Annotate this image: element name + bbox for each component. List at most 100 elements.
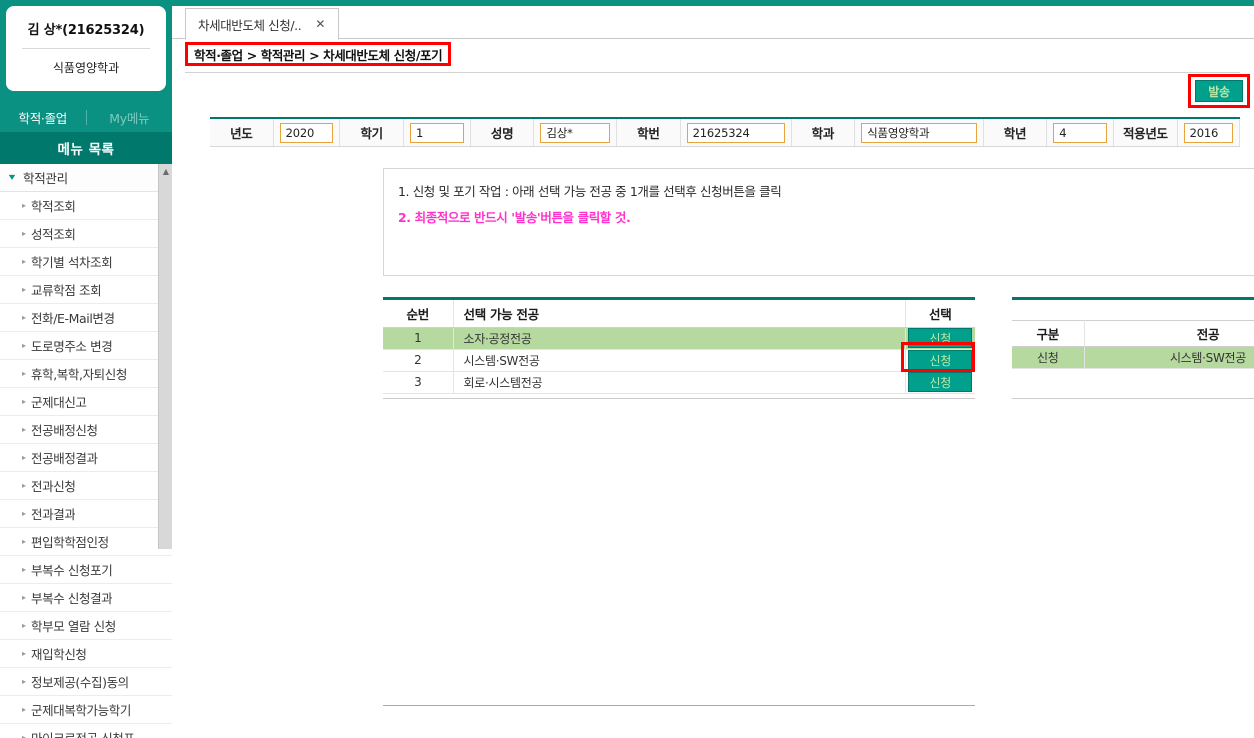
column-header-type: 구분 [1012,320,1085,347]
sidebar-item-11[interactable]: ▸ 전과결과 [0,500,172,528]
column-header-select: 선택 [905,300,975,328]
sidebar-group-label: 학적관리 [23,171,68,186]
sidebar-item-3[interactable]: ▸ 교류학점 조회 [0,276,172,304]
table-row[interactable]: 2 시스템·SW전공 신청 [383,349,975,372]
sidebar-item-label: 전공배정신청 [31,423,98,438]
apply-button-row-0[interactable]: 신청 [908,328,973,348]
sidebar-item-1[interactable]: ▸ 성적조회 [0,220,172,248]
triangle-right-icon: ▸ [22,424,27,434]
sidebar-item-4[interactable]: ▸ 전화/E-Mail변경 [0,304,172,332]
form-input-1[interactable]: 1 [410,122,464,143]
tab-semiconductor-application[interactable]: 차세대반도체 신청/.. ✕ [185,8,339,40]
student-info-form: 년도 2020 학기 1 성명 김상* 학번 21625324 학과 식품영양학과 학년 4 적용년도 2… [210,117,1241,147]
sidebar-item-label: 전공배정결과 [31,451,98,466]
sidebar-item-17[interactable]: ▸ 정보제공(수집)동의 [0,668,172,696]
close-icon[interactable]: ✕ [315,17,326,31]
user-name: 김 상*(21625324) [27,23,145,38]
column-header-no: 순번 [383,300,454,328]
form-field-cell-4: 식품영양학과 [855,119,984,146]
sidebar-item-label: 편입학학점인정 [31,535,109,550]
send-button[interactable]: 발송 [1195,80,1243,102]
form-field-cell-3: 21625324 [680,119,792,146]
tab-strip: 차세대반도체 신청/.. ✕ [172,6,1254,40]
sidebar-item-0[interactable]: ▸ 학적조회 [0,192,172,220]
table-row[interactable]: 3 회로·시스템전공 신청 [383,371,975,394]
sidebar-item-10[interactable]: ▸ 전과신청 [0,472,172,500]
sidebar-item-label: 전과결과 [31,507,76,522]
form-label-1: 학기 [340,119,404,146]
sidebar-item-6[interactable]: ▸ 휴학,복학,자퇴신청 [0,360,172,388]
triangle-right-icon: ▸ [22,592,27,602]
sidebar-item-13[interactable]: ▸ 부복수 신청포기 [0,556,172,584]
sidebar-item-label: 정보제공(수집)동의 [31,675,129,690]
form-input-3[interactable]: 21625324 [686,122,785,143]
sidebar-tab-mymenu[interactable]: My메뉴 [109,111,150,126]
sidebar-item-8[interactable]: ▸ 전공배정신청 [0,416,172,444]
sidebar-tabs: 학적·졸업 My메뉴 [0,103,172,132]
sidebar-item-9[interactable]: ▸ 전공배정결과 [0,444,172,472]
triangle-right-icon: ▸ [22,228,27,238]
instruction-line-2: 2. 최종적으로 반드시 '발송'버튼을 클릭할 것. [398,210,631,225]
sidebar-item-16[interactable]: ▸ 재입학신청 [0,640,172,668]
form-input-0[interactable]: 2020 [279,122,334,143]
sidebar-item-5[interactable]: ▸ 도로명주소 변경 [0,332,172,360]
triangle-right-icon: ▸ [22,284,27,294]
sidebar-item-label: 군제대복학가능학기 [31,703,131,718]
sidebar-item-15[interactable]: ▸ 학부모 열람 신청 [0,612,172,640]
triangle-right-icon: ▸ [22,648,27,658]
sidebar-item-7[interactable]: ▸ 군제대신고 [0,388,172,416]
main-top-accent-bar [172,0,1254,6]
sidebar-item-label: 도로명주소 변경 [31,339,113,354]
form-input-4[interactable]: 식품영양학과 [861,122,977,143]
chevron-down-icon: ▾ [8,172,16,183]
sidebar-item-12[interactable]: ▸ 편입학학점인정 [0,528,172,556]
sidebar-group-academic-management[interactable]: ▾ 학적관리 [0,164,172,192]
triangle-right-icon: ▸ [22,676,27,686]
form-field-cell-5: 4 [1047,119,1115,146]
form-input-6[interactable]: 2016 [1183,122,1234,143]
form-field-cell-1: 1 [404,119,471,146]
form-label-4: 학과 [791,119,856,146]
sidebar-scrollbar[interactable]: ▲ [158,164,173,549]
sidebar-item-2[interactable]: ▸ 학기별 석차조회 [0,248,172,276]
sidebar-item-18[interactable]: ▸ 군제대복학가능학기 [0,696,172,724]
sidebar-item-19[interactable]: ▸ 마이크로전공 신청포 [0,724,172,738]
triangle-right-icon: ▸ [22,368,27,378]
form-field-cell-2: 김상* [534,119,618,146]
cell-select: 신청 [905,349,975,372]
sidebar-item-label: 학부모 열람 신청 [31,619,116,634]
instruction-line-1: 1. 신청 및 포기 작업 : 아래 선택 가능 전공 중 1개를 선택후 신청… [398,184,782,199]
sidebar-menu-list: ▾ 학적관리 ▸ 학적조회 ▸ 성적조회 ▸ 학기별 석차조회 ▸ 교류학점 조회 ▸ 전화/E-… [0,164,172,738]
form-label-5: 학년 [983,119,1048,146]
table-row[interactable]: 1 소자·공정전공 신청 [383,327,975,350]
sidebar-item-14[interactable]: ▸ 부복수 신청결과 [0,584,172,612]
sidebar-item-label: 전화/E-Mail변경 [31,311,115,326]
sidebar-tab-academic[interactable]: 학적·졸업 [18,111,68,126]
sidebar-item-label: 마이크로전공 신청포 [31,728,134,738]
cell-no: 1 [383,327,454,350]
available-majors-body: 1 소자·공정전공 신청 2 시스템·SW전공 신청 3 회로·시스템전공 신청 [383,327,975,394]
form-label-6: 적용년도 [1114,119,1178,146]
sidebar-item-label: 휴학,복학,자퇴신청 [31,367,127,382]
main-content: 차세대반도체 신청/.. ✕ 학적·졸업 > 학적관리 > 차세대반도체 신청/… [172,0,1254,738]
breadcrumb-highlight-box: 학적·졸업 > 학적관리 > 차세대반도체 신청/포기 [185,42,452,66]
apply-button-row-2[interactable]: 신청 [908,372,973,392]
triangle-right-icon: ▸ [22,452,27,462]
column-header-major: 전공 [1084,320,1254,347]
triangle-right-icon: ▸ [22,340,27,350]
sidebar-item-label: 성적조회 [31,227,76,242]
apply-button-row-1[interactable]: 신청 [908,350,973,370]
cell-no: 2 [383,349,454,372]
scroll-up-arrow-icon[interactable]: ▲ [159,164,173,178]
applied-table-spacer [1012,300,1254,320]
triangle-right-icon: ▸ [22,508,27,518]
column-header-major: 선택 가능 전공 [453,300,906,328]
form-input-5[interactable]: 4 [1053,122,1108,143]
available-table-bottom-rule [383,398,975,399]
table-header-row: 순번 선택 가능 전공 선택 [383,300,975,328]
form-input-2[interactable]: 김상* [540,122,611,143]
cell-type: 신청 [1012,346,1085,369]
